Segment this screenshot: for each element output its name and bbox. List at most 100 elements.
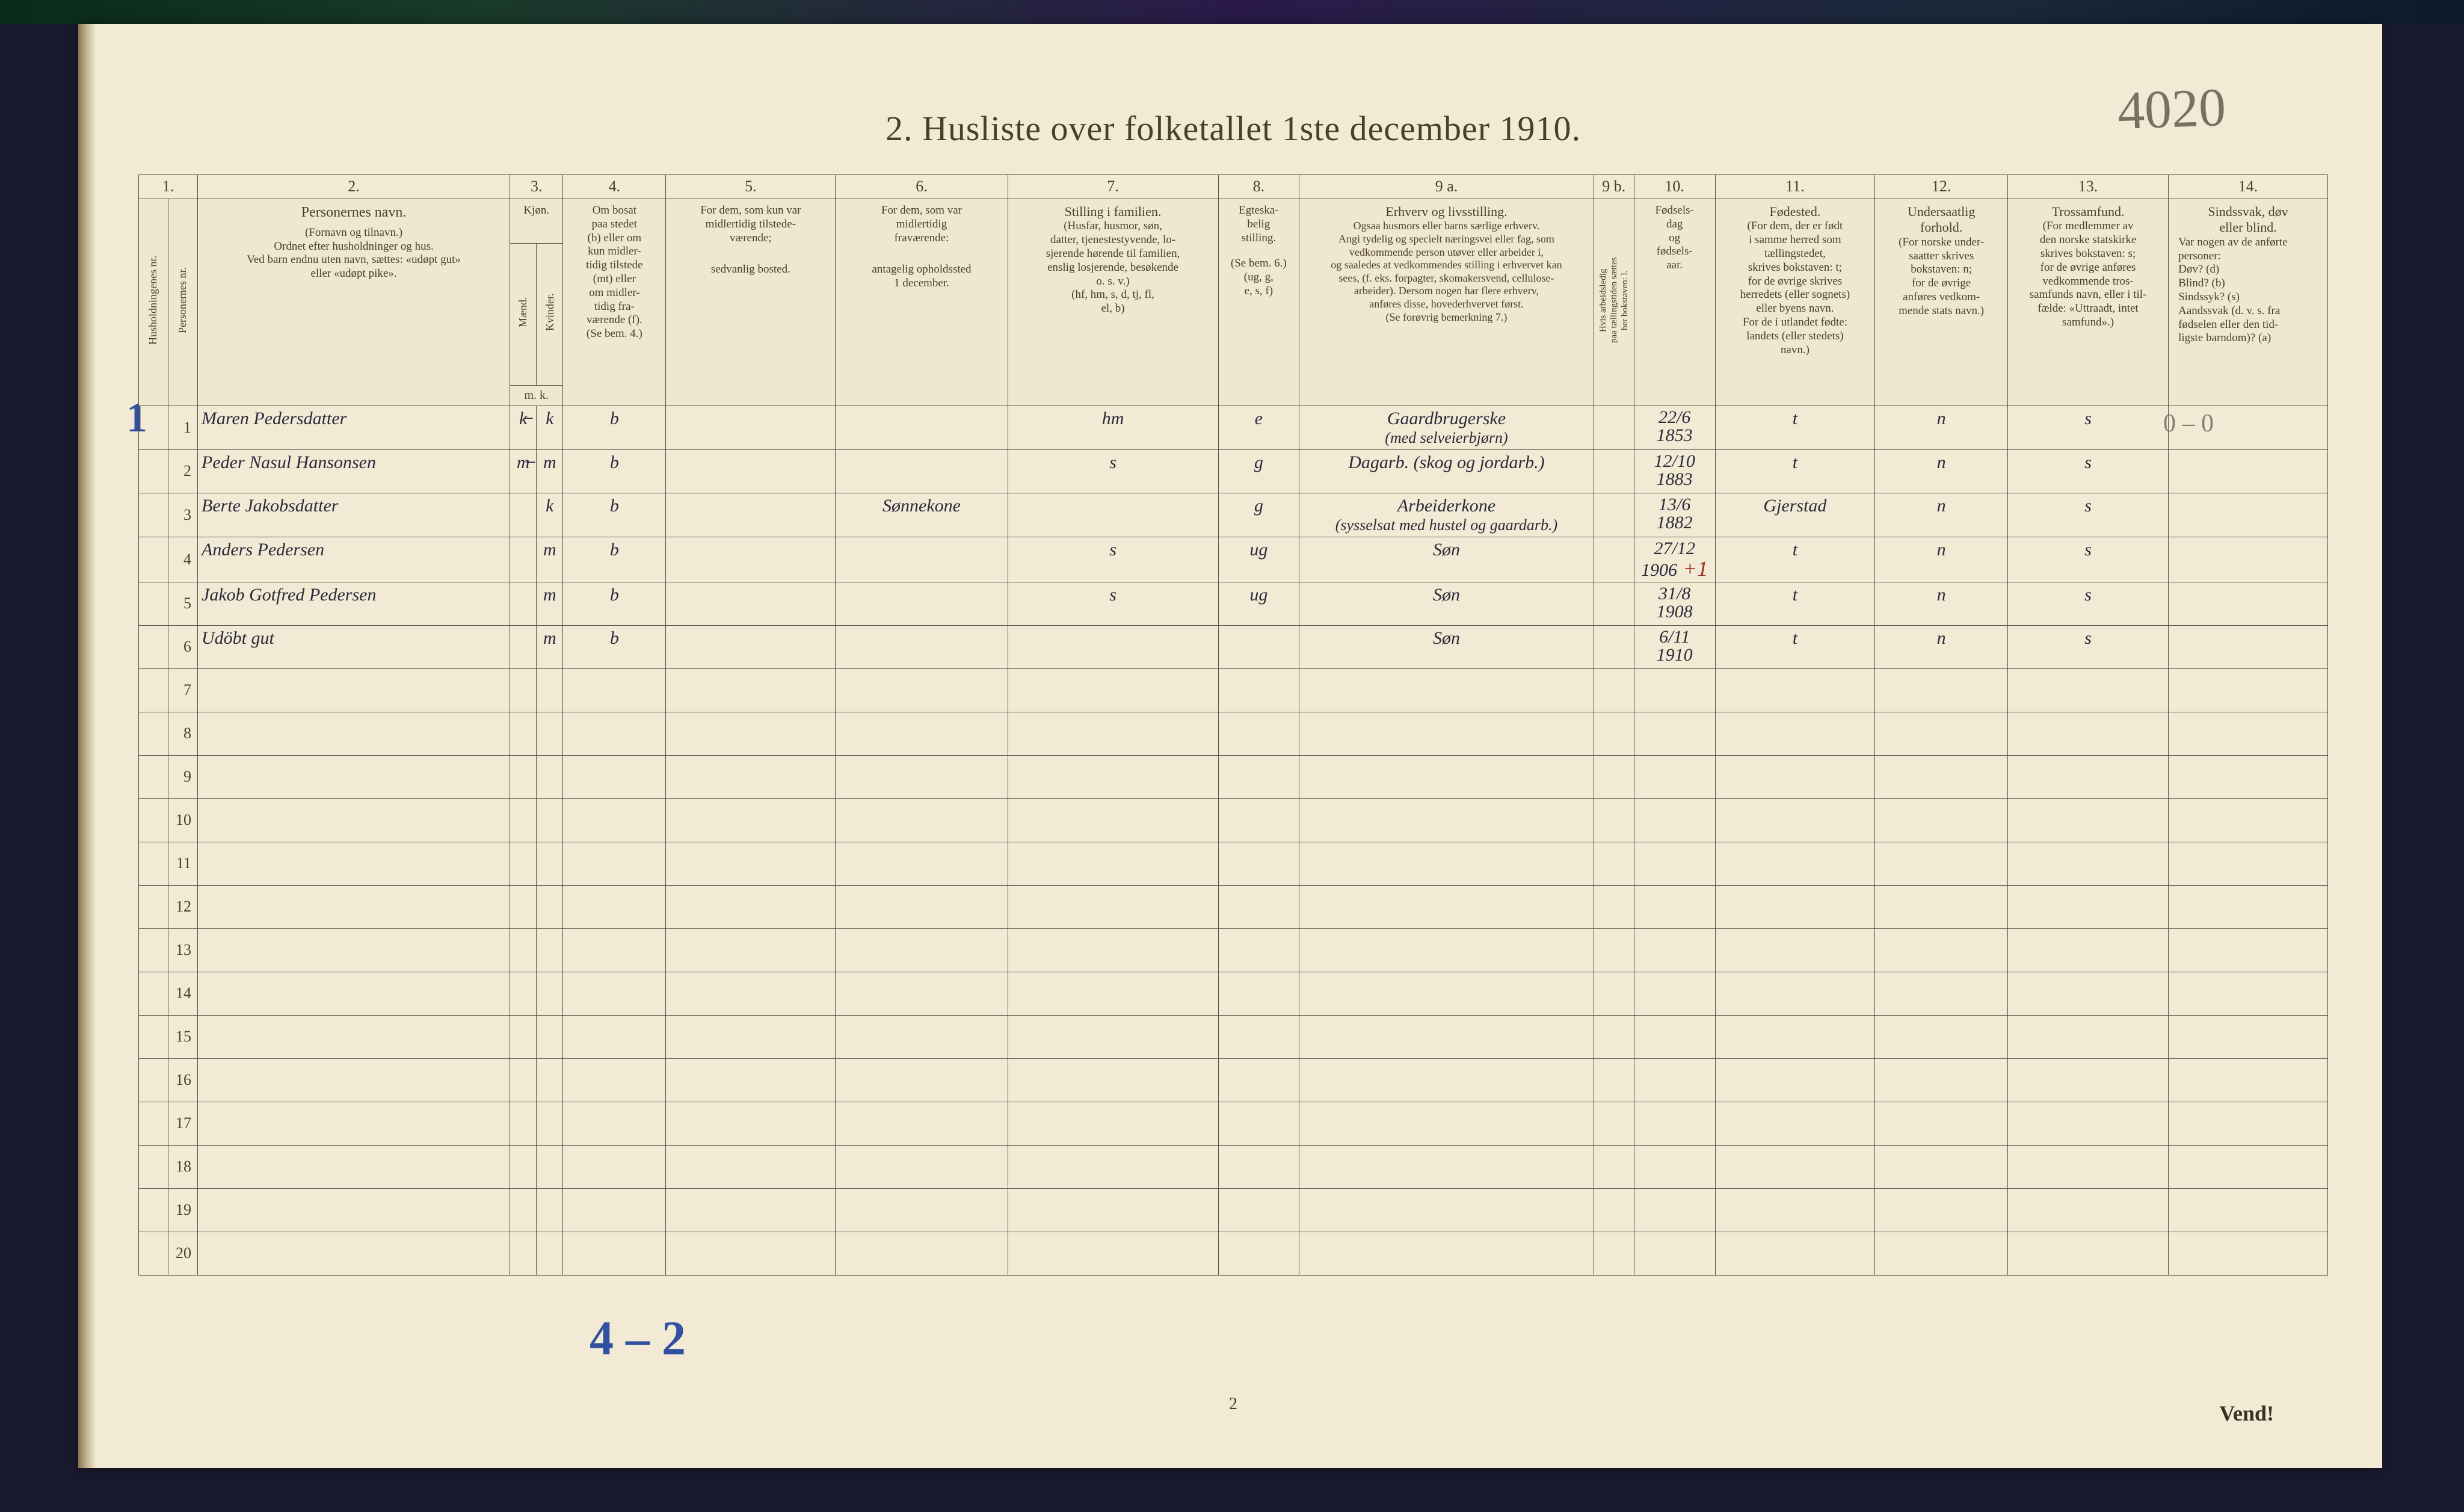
hdr-14-title: Sindssvak, døv eller blind.	[2172, 204, 2324, 236]
hdr-6: For dem, som var midlertidig fraværende:…	[836, 199, 1008, 406]
cell-sex-k	[537, 1058, 563, 1102]
cell-col5	[666, 406, 836, 449]
cell-col7	[1008, 842, 1218, 885]
cell-col14	[2169, 798, 2328, 842]
cell-sex-m	[510, 755, 537, 798]
hdr-4: Om bosat paa stedet (b) eller om kun mid…	[563, 199, 666, 406]
cell-bosat	[563, 842, 666, 885]
cell-name	[198, 668, 510, 712]
cell-household-nr	[139, 449, 168, 493]
hdr-11: Fødested. (For dem, der er født i samme …	[1715, 199, 1875, 406]
cell-col10: 27/12 1906 +1	[1634, 537, 1715, 582]
cell-col12	[1875, 755, 2008, 798]
cell-col8	[1218, 1232, 1299, 1275]
colnum-1: 1.	[139, 175, 198, 199]
cell-col14	[2169, 493, 2328, 537]
cell-sex-m	[510, 537, 537, 582]
hdr-5: For dem, som kun var midlertidig tilsted…	[666, 199, 836, 406]
cell-col10	[1634, 1232, 1715, 1275]
cell-col12: n	[1875, 582, 2008, 625]
cell-col12	[1875, 712, 2008, 755]
cell-col6	[836, 1058, 1008, 1102]
cell-col9b	[1594, 928, 1634, 972]
cell-sex-k: k	[537, 406, 563, 449]
cell-sex-k	[537, 712, 563, 755]
colnum-2: 2.	[198, 175, 510, 199]
cell-col7	[1008, 1145, 1218, 1188]
hdr-9b: Hvis arbeidsledig paa tællingstiden sætt…	[1594, 199, 1634, 406]
cell-sex-m	[510, 712, 537, 755]
cell-sex-m	[510, 1188, 537, 1232]
cell-col13: s	[2008, 625, 2169, 668]
cell-col9a	[1299, 928, 1594, 972]
cell-col12: n	[1875, 493, 2008, 537]
table-body: 1 Maren Pedersdatter k̶ k b hm e Gaardbr…	[139, 406, 2328, 1275]
table-row: 3 Berte Jakobsdatter k b Sønnekone g Arb…	[139, 493, 2328, 537]
cell-col5	[666, 493, 836, 537]
cell-col9b	[1594, 625, 1634, 668]
hdr-mk: m. k.	[510, 385, 563, 406]
cell-col14	[2169, 1102, 2328, 1145]
census-table: 1. 2. 3. 4. 5. 6. 7. 8. 9 a. 9 b. 10. 11…	[138, 174, 2328, 1276]
cell-col8	[1218, 755, 1299, 798]
cell-col8: g	[1218, 449, 1299, 493]
colnum-3: 3.	[510, 175, 563, 199]
hdr-8-sub: (Se bem. 6.) (ug, g, e, s, f)	[1222, 257, 1296, 298]
cell-col9b	[1594, 449, 1634, 493]
hdr-9a-title: Erhverv og livsstilling.	[1303, 204, 1590, 220]
cell-name	[198, 972, 510, 1015]
cell-col12	[1875, 1232, 2008, 1275]
cell-col13: s	[2008, 449, 2169, 493]
cell-name: Maren Pedersdatter	[198, 406, 510, 449]
cell-col6	[836, 668, 1008, 712]
colnum-9b: 9 b.	[1594, 175, 1634, 199]
cell-col8	[1218, 842, 1299, 885]
cell-col14	[2169, 625, 2328, 668]
cell-bosat	[563, 1188, 666, 1232]
cell-col11	[1715, 928, 1875, 972]
cell-col9a	[1299, 668, 1594, 712]
hdr-10: Fødsels- dag og fødsels- aar.	[1634, 199, 1715, 406]
cell-col14	[2169, 449, 2328, 493]
cell-col9a	[1299, 842, 1594, 885]
hdr-9a: Erhverv og livsstilling. Ogsaa husmors e…	[1299, 199, 1594, 406]
colnum-4: 4.	[563, 175, 666, 199]
cell-col11	[1715, 712, 1875, 755]
cell-col8	[1218, 625, 1299, 668]
cell-col7	[1008, 972, 1218, 1015]
cell-col9a: Dagarb. (skog og jordarb.)	[1299, 449, 1594, 493]
cell-col5	[666, 928, 836, 972]
cell-col9b	[1594, 1232, 1634, 1275]
cell-col11	[1715, 668, 1875, 712]
hdr-9a-sub: Ogsaa husmors eller barns særlige erhver…	[1303, 220, 1590, 324]
cell-person-nr: 6	[168, 625, 197, 668]
cell-col12	[1875, 1145, 2008, 1188]
cell-col14	[2169, 537, 2328, 582]
cell-col13	[2008, 755, 2169, 798]
cell-person-nr: 20	[168, 1232, 197, 1275]
cell-col13	[2008, 1188, 2169, 1232]
cell-person-nr: 13	[168, 928, 197, 972]
cell-col8: ug	[1218, 582, 1299, 625]
table-row-empty: 19	[139, 1188, 2328, 1232]
cell-col9b	[1594, 1102, 1634, 1145]
hdr-12-title: Undersaatlig forhold.	[1879, 204, 2004, 236]
cell-sex-k	[537, 1145, 563, 1188]
cell-col11: t	[1715, 406, 1875, 449]
hdr-8-title: Egteska- belig stilling.	[1222, 204, 1296, 245]
cell-col7	[1008, 668, 1218, 712]
cell-sex-k	[537, 928, 563, 972]
cell-person-nr: 16	[168, 1058, 197, 1102]
cell-col10: 6/11 1910	[1634, 625, 1715, 668]
cell-col5	[666, 1145, 836, 1188]
table-row-empty: 13	[139, 928, 2328, 972]
cell-col5	[666, 625, 836, 668]
cell-col12: n	[1875, 406, 2008, 449]
cell-name	[198, 928, 510, 972]
cell-col5	[666, 1188, 836, 1232]
hdr-14: Sindssvak, døv eller blind. Var nogen av…	[2169, 199, 2328, 406]
hdr-1b: Personernes nr.	[168, 199, 197, 406]
cell-col5	[666, 972, 836, 1015]
cell-col10	[1634, 1102, 1715, 1145]
cell-col13	[2008, 668, 2169, 712]
